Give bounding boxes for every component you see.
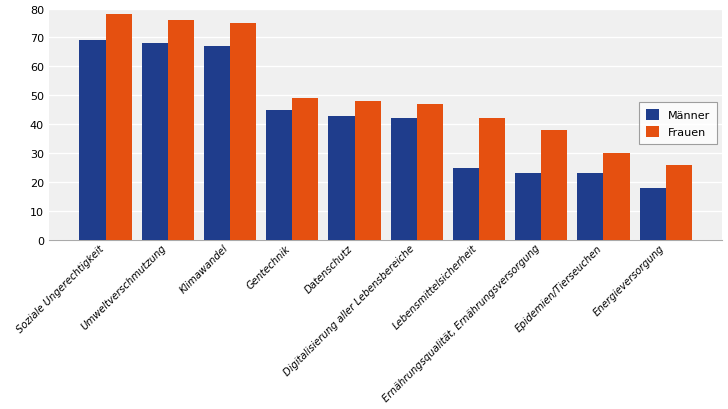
Bar [168,21,194,240]
Legend: Männer, Frauen: Männer, Frauen [639,103,717,144]
Bar [416,105,443,240]
Bar [355,102,381,240]
Bar [577,174,604,240]
Bar [266,110,293,240]
Bar [106,15,132,240]
Bar [479,119,505,240]
Bar [515,174,541,240]
Bar [640,189,665,240]
Bar [230,24,256,240]
Bar [391,119,416,240]
Bar [665,165,692,240]
Bar [453,168,479,240]
Bar [541,131,567,240]
Bar [79,41,106,240]
Bar [604,154,630,240]
Bar [328,116,355,240]
Bar [204,47,230,240]
Bar [293,99,318,240]
Bar [142,44,168,240]
